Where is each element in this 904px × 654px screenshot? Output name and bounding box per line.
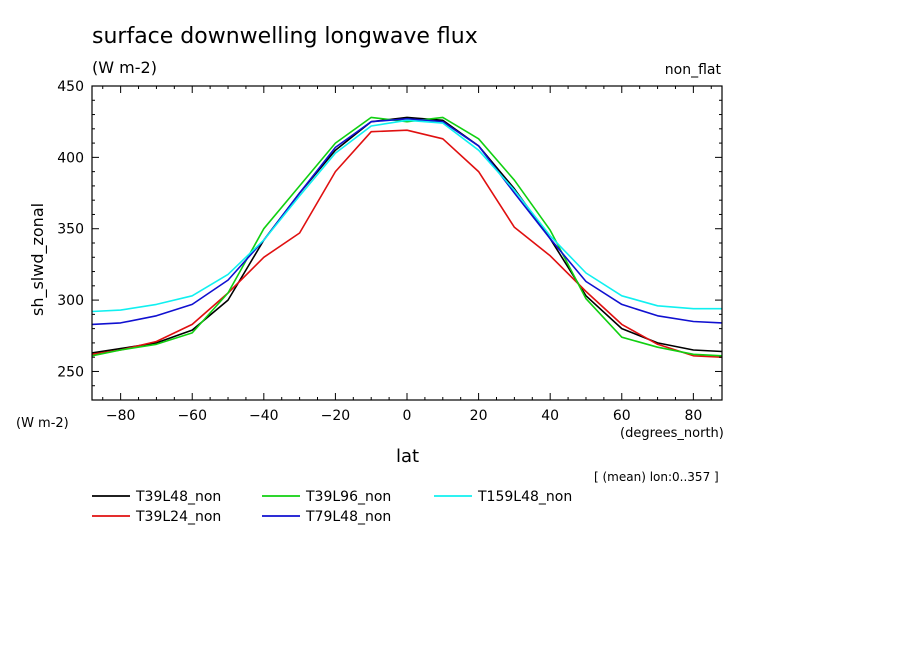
series-line-t79l48_non xyxy=(91,118,723,326)
legend-label: T39L48_non xyxy=(135,489,221,505)
legend-label: T159L48_non xyxy=(477,489,572,505)
y-tick-label: 300 xyxy=(57,293,84,309)
series-line-t39l24_non xyxy=(91,129,723,358)
legend-label: T39L24_non xyxy=(135,509,221,525)
series-line-t159l48_non xyxy=(91,119,722,313)
series-layer xyxy=(91,116,723,358)
y-axis-units: (W m-2) xyxy=(16,416,69,431)
y-tick-label: 250 xyxy=(57,364,84,380)
y-tick-label: 350 xyxy=(57,222,84,238)
legend: T39L48_non T39L24_non T39L96_non T79L48_non… xyxy=(92,489,572,525)
chart-subtitle-right: non_flat xyxy=(664,62,721,78)
mean-note: [ (mean) lon:0..357 ] xyxy=(594,470,719,484)
legend-label: T39L96_non xyxy=(305,489,391,505)
x-tick-label: 20 xyxy=(470,408,488,424)
series-line-t39l96_non xyxy=(91,116,723,357)
x-axis-label: lat xyxy=(396,446,420,467)
y-tick-label: 400 xyxy=(57,150,84,166)
series-line-t39l48_non xyxy=(91,116,723,354)
x-tick-label: −40 xyxy=(249,408,279,424)
x-tick-label: −60 xyxy=(177,408,207,424)
legend-label: T79L48_non xyxy=(305,509,391,525)
x-tick-label: −80 xyxy=(106,408,136,424)
x-tick-label: −20 xyxy=(321,408,351,424)
x-axis-units: (degrees_north) xyxy=(620,426,724,441)
x-tick-label: 60 xyxy=(613,408,631,424)
x-tick-label: 40 xyxy=(541,408,559,424)
x-tick-label: 80 xyxy=(684,408,702,424)
y-tick-label: 450 xyxy=(57,79,84,95)
ticks-layer: −80 −60 −40 −20 0 20 40 60 80 250 300 350 400 450 xyxy=(57,79,722,424)
x-tick-label: 0 xyxy=(403,408,412,424)
chart-title: surface downwelling longwave flux xyxy=(92,24,478,49)
plot-frame xyxy=(91,85,723,401)
chart-title-units: (W m-2) xyxy=(92,58,157,77)
